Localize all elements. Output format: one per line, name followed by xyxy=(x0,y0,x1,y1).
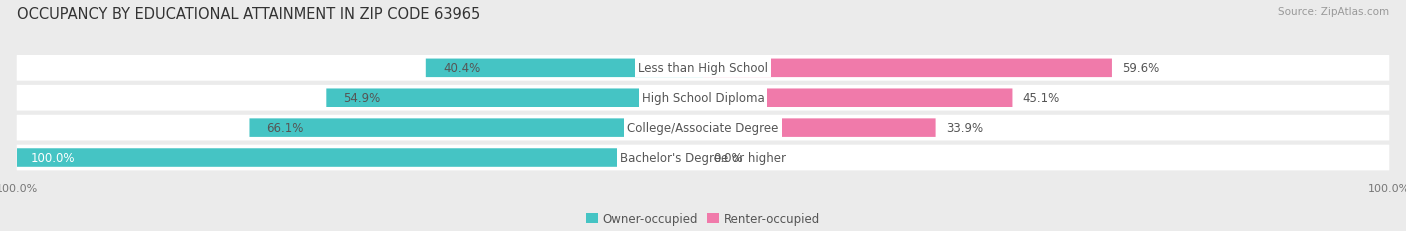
FancyBboxPatch shape xyxy=(17,145,1389,171)
FancyBboxPatch shape xyxy=(703,119,935,137)
Text: 45.1%: 45.1% xyxy=(1022,92,1060,105)
Text: 33.9%: 33.9% xyxy=(946,122,983,134)
Text: 59.6%: 59.6% xyxy=(1122,62,1160,75)
Text: 100.0%: 100.0% xyxy=(31,151,75,164)
Text: Less than High School: Less than High School xyxy=(638,62,768,75)
Text: Source: ZipAtlas.com: Source: ZipAtlas.com xyxy=(1278,7,1389,17)
FancyBboxPatch shape xyxy=(703,89,1012,108)
Text: 54.9%: 54.9% xyxy=(343,92,381,105)
FancyBboxPatch shape xyxy=(17,115,1389,141)
FancyBboxPatch shape xyxy=(326,89,703,108)
Text: OCCUPANCY BY EDUCATIONAL ATTAINMENT IN ZIP CODE 63965: OCCUPANCY BY EDUCATIONAL ATTAINMENT IN Z… xyxy=(17,7,479,22)
FancyBboxPatch shape xyxy=(249,119,703,137)
FancyBboxPatch shape xyxy=(703,59,1112,78)
Text: 40.4%: 40.4% xyxy=(443,62,481,75)
Text: 66.1%: 66.1% xyxy=(267,122,304,134)
FancyBboxPatch shape xyxy=(426,59,703,78)
Legend: Owner-occupied, Renter-occupied: Owner-occupied, Renter-occupied xyxy=(586,212,820,225)
Text: High School Diploma: High School Diploma xyxy=(641,92,765,105)
FancyBboxPatch shape xyxy=(17,85,1389,111)
FancyBboxPatch shape xyxy=(17,149,703,167)
FancyBboxPatch shape xyxy=(17,56,1389,81)
Text: Bachelor's Degree or higher: Bachelor's Degree or higher xyxy=(620,151,786,164)
Text: 0.0%: 0.0% xyxy=(713,151,742,164)
Text: College/Associate Degree: College/Associate Degree xyxy=(627,122,779,134)
